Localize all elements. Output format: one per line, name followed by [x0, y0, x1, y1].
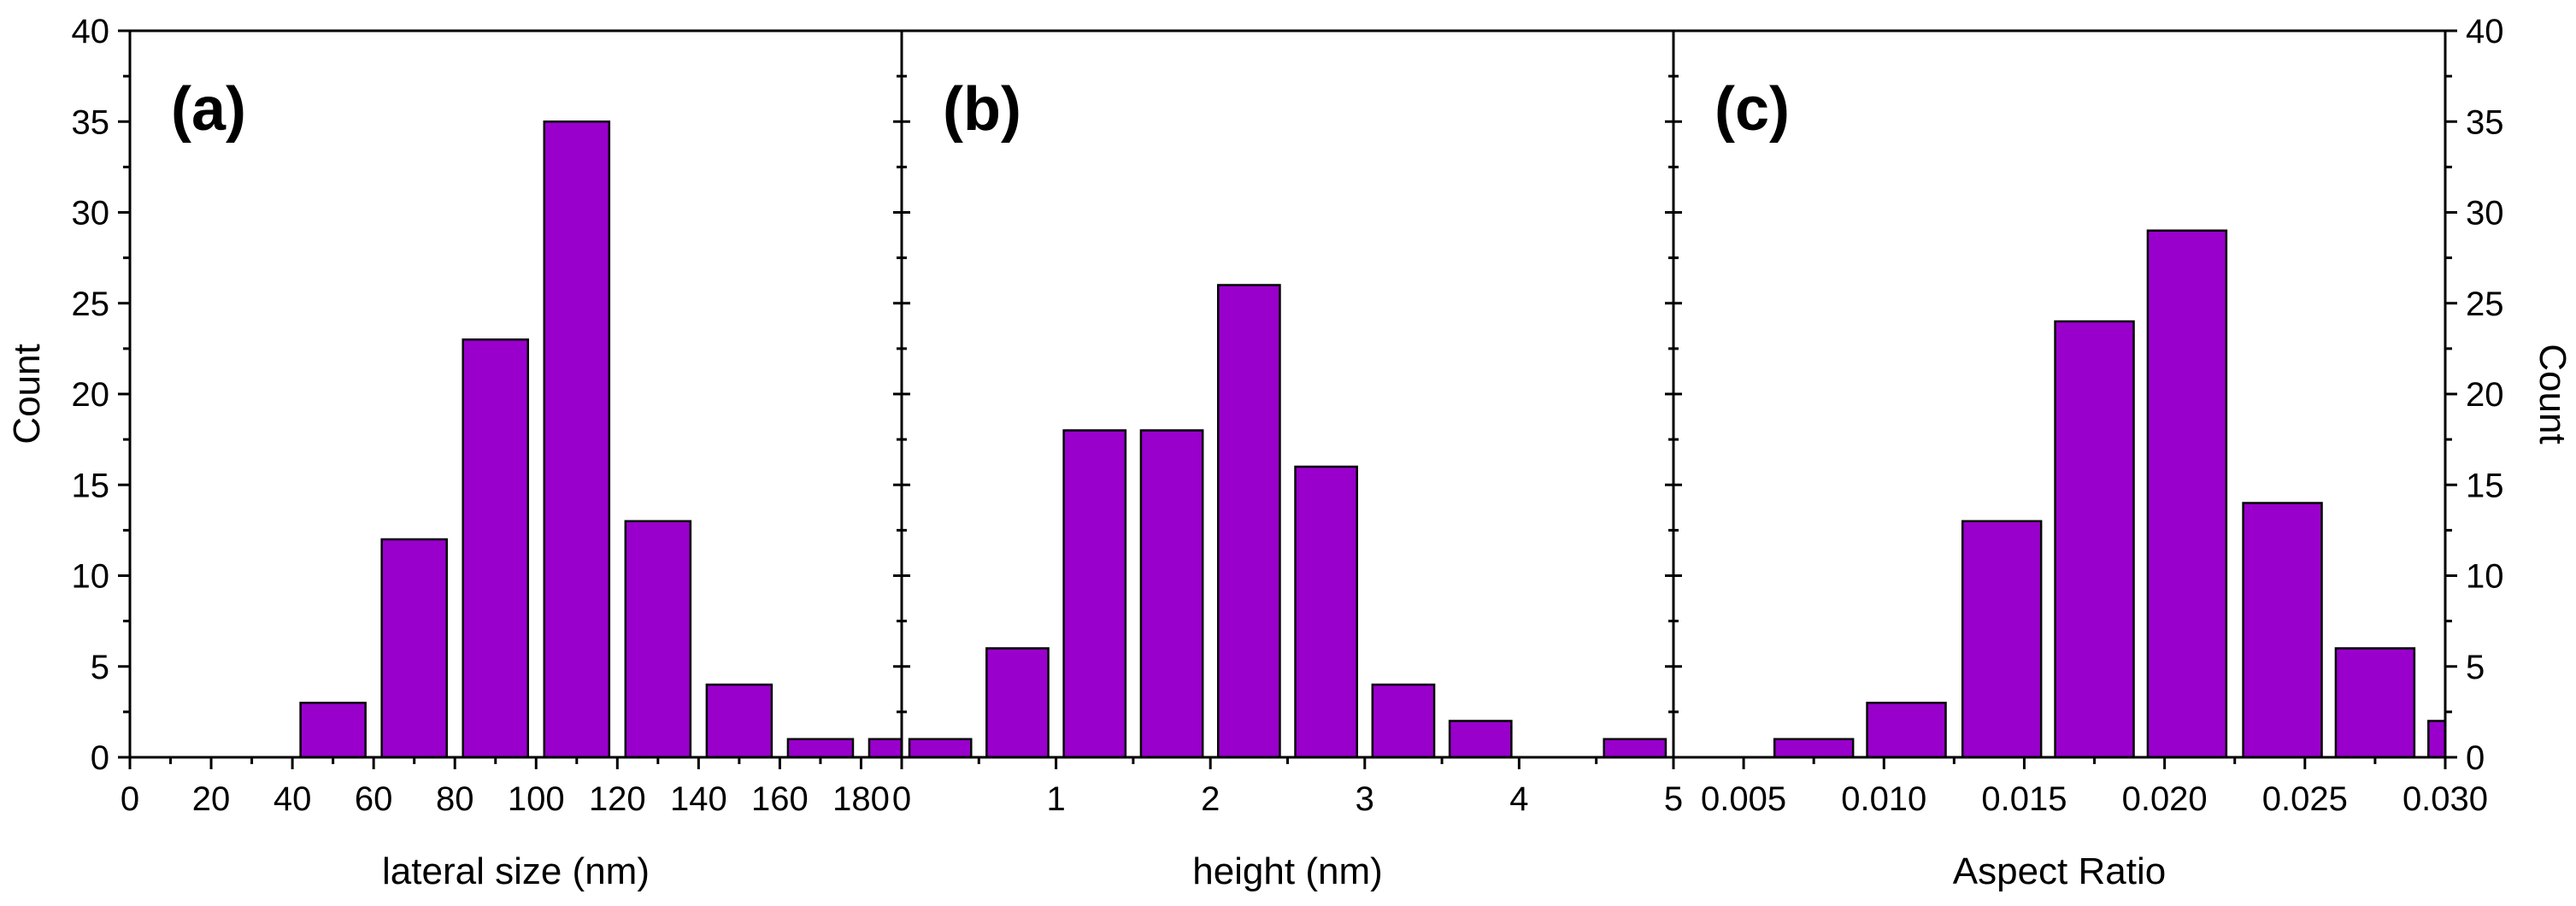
y-tick-label-right: 5	[2466, 649, 2485, 686]
y-tick-label: 30	[72, 195, 110, 232]
y-tick-label: 25	[72, 285, 110, 323]
bar-b-5	[1294, 465, 1359, 759]
bar-a-7	[867, 738, 903, 759]
x-tick-label: 0.005	[1701, 780, 1786, 818]
y-axis-title: Count	[6, 344, 48, 444]
bar-a-1	[380, 538, 448, 759]
bar-a-0	[299, 702, 367, 759]
panel-c	[1665, 29, 2457, 769]
bar-a-6	[786, 738, 855, 759]
panel-label: (c)	[1714, 75, 1790, 144]
bar-b-7	[1448, 720, 1513, 759]
x-tick-label: 3	[1356, 780, 1374, 818]
x-tick-label: 40	[273, 780, 312, 818]
x-axis-title: height (nm)	[1192, 850, 1383, 892]
bar-c-2	[1961, 520, 2043, 759]
y-tick-label-right: 10	[2466, 558, 2504, 596]
x-tick-label: 60	[355, 780, 393, 818]
panel-label: (b)	[943, 75, 1021, 144]
x-tick-label: 100	[508, 780, 565, 818]
bar-a-4	[624, 520, 692, 759]
y-tick-label-right: 30	[2466, 195, 2504, 232]
y-tick-label: 40	[72, 13, 110, 50]
bar-a-5	[705, 683, 773, 759]
bar-c-5	[2242, 502, 2323, 759]
y-tick-label: 20	[72, 376, 110, 414]
x-tick-label: 0	[892, 780, 911, 818]
y-axis-title-right: Count	[2532, 344, 2573, 444]
bar-c-4	[2146, 229, 2228, 759]
x-tick-label: 140	[670, 780, 727, 818]
bar-b-6	[1371, 683, 1436, 759]
y-tick-label: 10	[72, 558, 110, 596]
y-tick-label-right: 0	[2466, 739, 2485, 777]
panel-b	[893, 29, 1675, 769]
bar-b-8	[1603, 738, 1667, 759]
x-tick-label: 120	[589, 780, 646, 818]
bar-b-3	[1139, 429, 1204, 759]
x-tick-label: 80	[436, 780, 474, 818]
y-tick-label: 5	[91, 649, 109, 686]
bar-b-1	[985, 647, 1050, 759]
x-axis-title: Aspect Ratio	[1953, 850, 2166, 892]
x-tick-label: 0.025	[2262, 780, 2348, 818]
y-tick-label: 15	[72, 467, 110, 504]
bar-c-0	[1773, 738, 1855, 759]
bar-a-2	[462, 338, 530, 759]
y-tick-label-right: 35	[2466, 103, 2504, 141]
x-tick-label: 0.020	[2122, 780, 2208, 818]
x-tick-label: 5	[1664, 780, 1683, 818]
panel-a	[118, 29, 903, 769]
x-tick-label: 2	[1201, 780, 1220, 818]
x-tick-label: 180	[832, 780, 890, 818]
y-tick-label-right: 40	[2466, 13, 2504, 50]
x-axis-title: lateral size (nm)	[382, 850, 650, 892]
x-tick-label: 0.010	[1841, 780, 1926, 818]
x-tick-label: 0.030	[2403, 780, 2488, 818]
x-tick-label: 4	[1509, 780, 1528, 818]
bar-b-0	[908, 738, 973, 759]
bar-c-7	[2427, 720, 2447, 759]
y-tick-label-right: 15	[2466, 467, 2504, 504]
bar-a-3	[543, 121, 611, 759]
bar-b-2	[1062, 429, 1127, 759]
panel-label: (a)	[171, 75, 246, 144]
y-tick-label: 35	[72, 103, 110, 141]
y-tick-label: 0	[91, 739, 109, 777]
x-tick-label: 0	[121, 780, 139, 818]
y-tick-label-right: 25	[2466, 285, 2504, 323]
bar-c-1	[1866, 702, 1947, 759]
bar-b-4	[1216, 284, 1281, 759]
y-tick-label-right: 20	[2466, 376, 2504, 414]
x-tick-label: 160	[751, 780, 809, 818]
bar-c-3	[2054, 320, 2135, 759]
x-tick-label: 1	[1046, 780, 1065, 818]
x-tick-label: 20	[192, 780, 231, 818]
bar-c-6	[2334, 647, 2416, 759]
x-tick-label: 0.015	[1981, 780, 2067, 818]
